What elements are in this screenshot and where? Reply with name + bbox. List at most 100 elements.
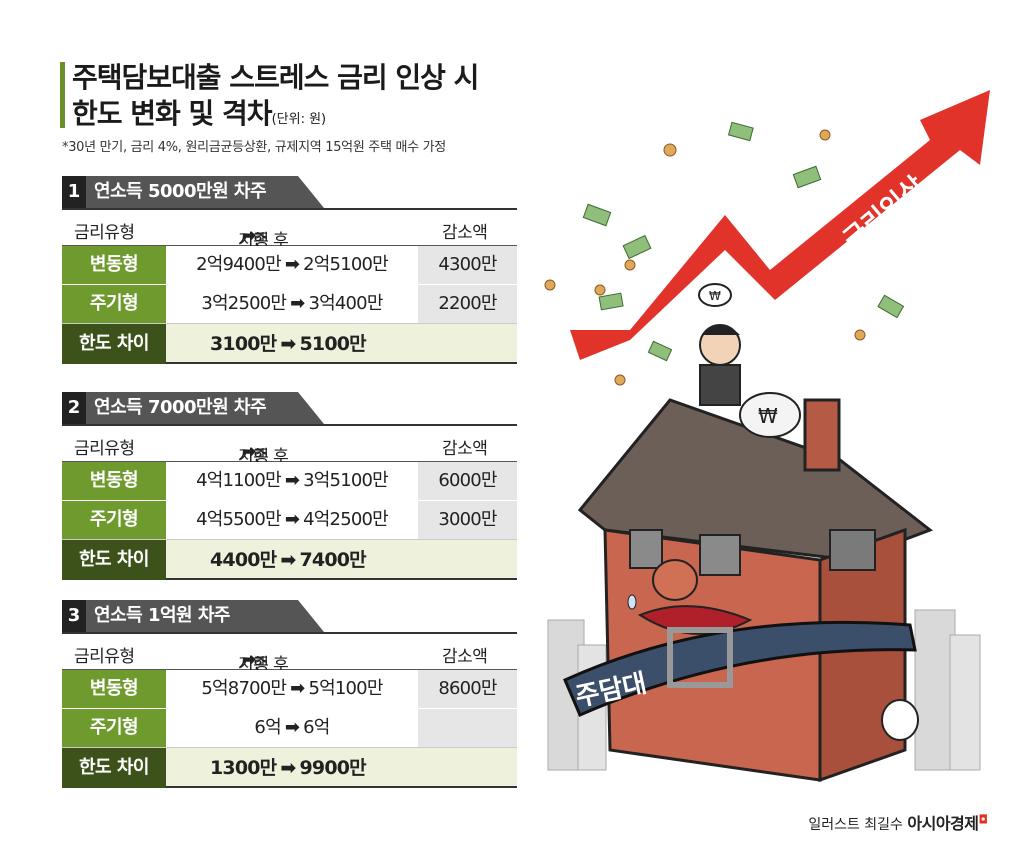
- column-header-row: 금리유형 기존 ➡ 시행 후 감소액: [62, 208, 517, 251]
- after-value: 2억5100만: [303, 254, 389, 275]
- column-header-row: 금리유형 기존 ➡ 시행 후 감소액: [62, 424, 517, 467]
- section-label: 연소득 7000만원 차주: [94, 397, 267, 418]
- limit-gap-row: 한도 차이 3100만 ➡ 5100만: [62, 324, 517, 364]
- section-3: 3 연소득 1억원 차주 금리유형 기존 ➡ 시행 후 감소액 변동형 5억8700…: [62, 600, 517, 788]
- after-value: 3억400만: [308, 293, 383, 314]
- arrow-icon: ➡: [290, 678, 305, 699]
- decrease-value: [418, 709, 517, 747]
- arrow-icon: ➡: [280, 757, 296, 779]
- coins: [544, 129, 866, 386]
- page-title: 주택담보대출 스트레스 금리 인상 시 한도 변화 및 격차(단위: 원): [72, 60, 479, 138]
- gap-before: 1300만: [210, 757, 277, 779]
- money-bills: [582, 121, 905, 362]
- after-value: 6억: [303, 717, 330, 738]
- arrow-icon: ➡: [284, 254, 300, 275]
- brand-mark-icon: ◘: [978, 812, 989, 827]
- section-header: 1 연소득 5000만원 차주: [62, 176, 517, 208]
- col-type: 금리유형: [74, 439, 135, 459]
- section-number: 2: [67, 397, 81, 418]
- section-header: 3 연소득 1억원 차주: [62, 600, 517, 632]
- gap-before: 3100만: [210, 333, 277, 355]
- before-value: 4억1100만: [196, 470, 282, 491]
- section-label: 연소득 1억원 차주: [94, 605, 230, 626]
- arrow-icon: ➡: [242, 442, 256, 462]
- section-number: 1: [67, 181, 81, 202]
- rate-type: 주기형: [62, 501, 166, 539]
- table-row: 변동형 5억8700만 ➡ 5억100만 8600만: [62, 670, 517, 709]
- column-header-row: 금리유형 기존 ➡ 시행 후 감소액: [62, 632, 517, 675]
- title-line-2: 한도 변화 및 격차(단위: 원): [72, 96, 478, 138]
- before-value: 2억9400만: [196, 254, 282, 275]
- before-value: 6억: [254, 717, 281, 738]
- limit-gap-values: 4400만 ➡ 7400만: [210, 540, 367, 580]
- limit-gap-values: 1300만 ➡ 9900만: [210, 748, 367, 788]
- background-buildings: [547, 609, 981, 771]
- credit-illustrator: 일러스트 최길수: [808, 817, 903, 833]
- rate-type: 변동형: [62, 246, 166, 284]
- title-line-1: 주택담보대출 스트레스 금리 인상 시: [72, 61, 479, 94]
- after-value: 5억100만: [308, 678, 383, 699]
- rate-hike-arrow: 금리인상: [570, 90, 990, 360]
- small-ghost: [881, 699, 919, 741]
- section-1: 1 연소득 5000만원 차주 금리유형 기존 ➡ 시행 후 감소액 변동형 2억9…: [62, 176, 517, 364]
- arrow-icon: ➡: [242, 226, 256, 246]
- limit-gap-row: 한도 차이 4400만 ➡ 7400만: [62, 540, 517, 580]
- limit-change: 6억 ➡ 6억: [166, 709, 418, 747]
- money-bag-icon: ₩: [739, 392, 801, 438]
- before-value: 3억2500만: [201, 293, 287, 314]
- arrow-icon: ➡: [242, 650, 256, 670]
- col-decrease: 감소액: [442, 439, 488, 459]
- section-header: 2 연소득 7000만원 차주: [62, 392, 517, 424]
- decrease-value: 2200만: [418, 285, 517, 323]
- limit-change: 3억2500만 ➡ 3억400만: [166, 285, 418, 323]
- gap-after: 5100만: [299, 333, 367, 355]
- brand-name: 아시아경제: [907, 814, 979, 833]
- arrow-icon: ➡: [284, 509, 300, 530]
- arrow-icon: ➡: [290, 293, 305, 314]
- table-row: 주기형 4억5500만 ➡ 4억2500만 3000만: [62, 501, 517, 540]
- section-header-bg: [62, 600, 324, 632]
- decrease-value: 4300만: [418, 246, 517, 284]
- unit-label: (단위: 원): [271, 112, 327, 127]
- table-row: 주기형 6억 ➡ 6억: [62, 709, 517, 748]
- before-value: 5억8700만: [201, 678, 287, 699]
- assumption-note: *30년 만기, 금리 4%, 원리금균등상환, 규제지역 15억원 주택 매수…: [62, 140, 446, 155]
- limit-change: 4억5500만 ➡ 4억2500만: [166, 501, 418, 539]
- decrease-value: 8600만: [418, 670, 517, 708]
- credit: 일러스트 최길수 아시아경제◘: [808, 810, 988, 834]
- title-line-2-text: 한도 변화 및 격차: [72, 97, 273, 130]
- rate-type: 주기형: [62, 285, 166, 323]
- illustration: 금리인상 주담대: [544, 90, 990, 783]
- limit-gap-row: 한도 차이 1300만 ➡ 9900만: [62, 748, 517, 788]
- arrow-icon: ➡: [280, 549, 296, 571]
- table-row: 주기형 3억2500만 ➡ 3억400만 2200만: [62, 285, 517, 324]
- before-value: 4억5500만: [196, 509, 282, 530]
- house: [577, 398, 934, 783]
- rate-type: 변동형: [62, 462, 166, 500]
- decrease-value: 6000만: [418, 462, 517, 500]
- section-label: 연소득 5000만원 차주: [94, 181, 267, 202]
- limit-change: 4억1100만 ➡ 3억5100만: [166, 462, 418, 500]
- decrease-value: 3000만: [418, 501, 517, 539]
- after-value: 4억2500만: [303, 509, 389, 530]
- speech-text: ₩: [709, 289, 721, 303]
- arrow-icon: ➡: [284, 470, 300, 491]
- arrow-icon: ➡: [280, 333, 296, 355]
- col-type: 금리유형: [74, 223, 135, 243]
- limit-gap-label: 한도 차이: [62, 748, 166, 788]
- section-number: 3: [67, 605, 81, 626]
- gap-before: 4400만: [210, 549, 277, 571]
- col-decrease: 감소액: [442, 647, 488, 667]
- limit-gap-label: 한도 차이: [62, 540, 166, 580]
- limit-gap-label: 한도 차이: [62, 324, 166, 364]
- table-row: 변동형 2억9400만 ➡ 2억5100만 4300만: [62, 246, 517, 285]
- gap-after: 9900만: [299, 757, 367, 779]
- section-2: 2 연소득 7000만원 차주 금리유형 기존 ➡ 시행 후 감소액 변동형 4억1…: [62, 392, 517, 580]
- bag-text: ₩: [758, 404, 778, 428]
- rate-type: 변동형: [62, 670, 166, 708]
- table-row: 변동형 4억1100만 ➡ 3억5100만 6000만: [62, 462, 517, 501]
- rate-type: 주기형: [62, 709, 166, 747]
- section-header-bg: [62, 176, 324, 208]
- limit-change: 5억8700만 ➡ 5억100만: [166, 670, 418, 708]
- arrow-icon: ➡: [284, 717, 300, 738]
